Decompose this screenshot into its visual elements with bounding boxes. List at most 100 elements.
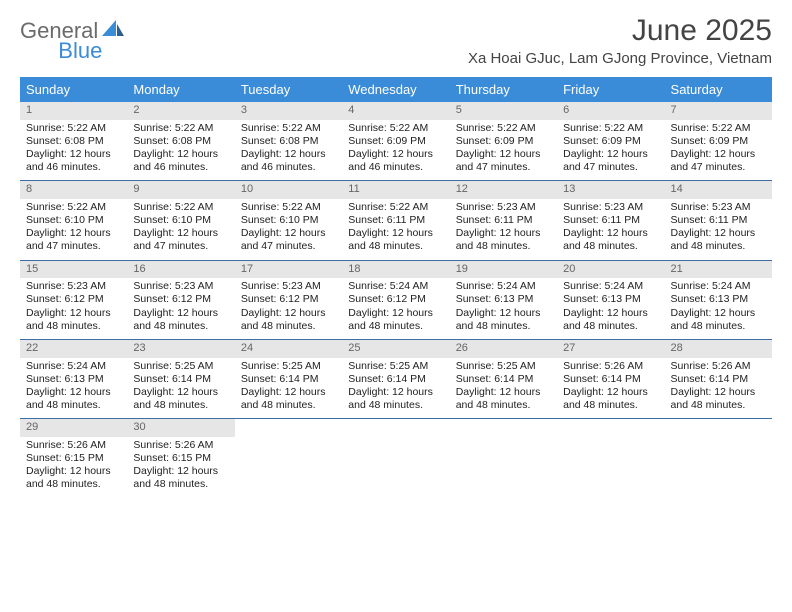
calendar-day: [450, 419, 557, 497]
calendar-day: 22Sunrise: 5:24 AMSunset: 6:13 PMDayligh…: [20, 340, 127, 418]
calendar-day: 6Sunrise: 5:22 AMSunset: 6:09 PMDaylight…: [557, 102, 664, 180]
sunrise-line: Sunrise: 5:22 AM: [348, 122, 443, 135]
day-number: 23: [127, 340, 234, 358]
weekday-header: SundayMondayTuesdayWednesdayThursdayFrid…: [20, 77, 772, 102]
calendar-day: 10Sunrise: 5:22 AMSunset: 6:10 PMDayligh…: [235, 181, 342, 259]
calendar-day: 13Sunrise: 5:23 AMSunset: 6:11 PMDayligh…: [557, 181, 664, 259]
logo: General Blue: [20, 18, 170, 44]
day-number: 7: [665, 102, 772, 120]
day-body: Sunrise: 5:24 AMSunset: 6:13 PMDaylight:…: [665, 278, 772, 339]
sunrise-line: Sunrise: 5:26 AM: [26, 439, 121, 452]
calendar-body: 1Sunrise: 5:22 AMSunset: 6:08 PMDaylight…: [20, 102, 772, 497]
day-number: 16: [127, 261, 234, 279]
daylight-line: Daylight: 12 hours and 48 minutes.: [26, 386, 121, 412]
daylight-line: Daylight: 12 hours and 48 minutes.: [241, 307, 336, 333]
day-number: 20: [557, 261, 664, 279]
daylight-line: Daylight: 12 hours and 48 minutes.: [456, 386, 551, 412]
header: General Blue June 2025 Xa Hoai GJuc, Lam…: [20, 14, 772, 67]
calendar-day: 1Sunrise: 5:22 AMSunset: 6:08 PMDaylight…: [20, 102, 127, 180]
day-body: Sunrise: 5:23 AMSunset: 6:12 PMDaylight:…: [235, 278, 342, 339]
day-number: 11: [342, 181, 449, 199]
day-body: Sunrise: 5:25 AMSunset: 6:14 PMDaylight:…: [235, 358, 342, 419]
day-number: 30: [127, 419, 234, 437]
calendar-week: 15Sunrise: 5:23 AMSunset: 6:12 PMDayligh…: [20, 260, 772, 339]
page-title: June 2025: [468, 14, 772, 48]
day-body: Sunrise: 5:24 AMSunset: 6:13 PMDaylight:…: [20, 358, 127, 419]
day-body: Sunrise: 5:25 AMSunset: 6:14 PMDaylight:…: [450, 358, 557, 419]
daylight-line: Daylight: 12 hours and 48 minutes.: [133, 465, 228, 491]
sunrise-line: Sunrise: 5:22 AM: [26, 201, 121, 214]
sunset-line: Sunset: 6:14 PM: [671, 373, 766, 386]
daylight-line: Daylight: 12 hours and 47 minutes.: [133, 227, 228, 253]
sunrise-line: Sunrise: 5:24 AM: [456, 280, 551, 293]
day-body: Sunrise: 5:22 AMSunset: 6:10 PMDaylight:…: [20, 199, 127, 260]
logo-text-blue: Blue: [58, 38, 102, 64]
daylight-line: Daylight: 12 hours and 46 minutes.: [241, 148, 336, 174]
daylight-line: Daylight: 12 hours and 48 minutes.: [456, 227, 551, 253]
sunrise-line: Sunrise: 5:23 AM: [456, 201, 551, 214]
sunset-line: Sunset: 6:10 PM: [241, 214, 336, 227]
day-body: Sunrise: 5:22 AMSunset: 6:09 PMDaylight:…: [342, 120, 449, 181]
sunrise-line: Sunrise: 5:24 AM: [26, 360, 121, 373]
title-block: June 2025 Xa Hoai GJuc, Lam GJong Provin…: [468, 14, 772, 67]
sunrise-line: Sunrise: 5:22 AM: [671, 122, 766, 135]
logo-sail-icon: [102, 20, 124, 43]
sunset-line: Sunset: 6:15 PM: [133, 452, 228, 465]
calendar-week: 8Sunrise: 5:22 AMSunset: 6:10 PMDaylight…: [20, 180, 772, 259]
day-body: Sunrise: 5:23 AMSunset: 6:11 PMDaylight:…: [450, 199, 557, 260]
calendar-week: 1Sunrise: 5:22 AMSunset: 6:08 PMDaylight…: [20, 102, 772, 180]
day-number: 19: [450, 261, 557, 279]
daylight-line: Daylight: 12 hours and 48 minutes.: [671, 307, 766, 333]
day-body: Sunrise: 5:23 AMSunset: 6:12 PMDaylight:…: [127, 278, 234, 339]
sunrise-line: Sunrise: 5:22 AM: [348, 201, 443, 214]
weekday-label: Tuesday: [235, 77, 342, 102]
sunrise-line: Sunrise: 5:25 AM: [133, 360, 228, 373]
calendar-day: 25Sunrise: 5:25 AMSunset: 6:14 PMDayligh…: [342, 340, 449, 418]
weekday-label: Saturday: [665, 77, 772, 102]
day-number: 6: [557, 102, 664, 120]
sunrise-line: Sunrise: 5:24 AM: [563, 280, 658, 293]
day-body: Sunrise: 5:22 AMSunset: 6:11 PMDaylight:…: [342, 199, 449, 260]
day-number: 13: [557, 181, 664, 199]
sunset-line: Sunset: 6:10 PM: [26, 214, 121, 227]
calendar-day: 16Sunrise: 5:23 AMSunset: 6:12 PMDayligh…: [127, 261, 234, 339]
calendar-day: 12Sunrise: 5:23 AMSunset: 6:11 PMDayligh…: [450, 181, 557, 259]
day-body: Sunrise: 5:26 AMSunset: 6:14 PMDaylight:…: [557, 358, 664, 419]
day-body: Sunrise: 5:22 AMSunset: 6:08 PMDaylight:…: [20, 120, 127, 181]
calendar: SundayMondayTuesdayWednesdayThursdayFrid…: [20, 77, 772, 497]
calendar-day: 19Sunrise: 5:24 AMSunset: 6:13 PMDayligh…: [450, 261, 557, 339]
daylight-line: Daylight: 12 hours and 48 minutes.: [26, 307, 121, 333]
day-number: 5: [450, 102, 557, 120]
daylight-line: Daylight: 12 hours and 47 minutes.: [671, 148, 766, 174]
calendar-day: 11Sunrise: 5:22 AMSunset: 6:11 PMDayligh…: [342, 181, 449, 259]
daylight-line: Daylight: 12 hours and 48 minutes.: [563, 386, 658, 412]
day-number: 12: [450, 181, 557, 199]
day-body: Sunrise: 5:23 AMSunset: 6:11 PMDaylight:…: [557, 199, 664, 260]
calendar-day: 9Sunrise: 5:22 AMSunset: 6:10 PMDaylight…: [127, 181, 234, 259]
day-body: Sunrise: 5:26 AMSunset: 6:14 PMDaylight:…: [665, 358, 772, 419]
daylight-line: Daylight: 12 hours and 48 minutes.: [348, 307, 443, 333]
day-number: 25: [342, 340, 449, 358]
day-number: 29: [20, 419, 127, 437]
day-number: 24: [235, 340, 342, 358]
sunrise-line: Sunrise: 5:23 AM: [26, 280, 121, 293]
day-number: 21: [665, 261, 772, 279]
sunrise-line: Sunrise: 5:25 AM: [241, 360, 336, 373]
sunset-line: Sunset: 6:11 PM: [671, 214, 766, 227]
calendar-day: [235, 419, 342, 497]
calendar-day: 23Sunrise: 5:25 AMSunset: 6:14 PMDayligh…: [127, 340, 234, 418]
sunset-line: Sunset: 6:10 PM: [133, 214, 228, 227]
sunrise-line: Sunrise: 5:22 AM: [26, 122, 121, 135]
day-body: Sunrise: 5:25 AMSunset: 6:14 PMDaylight:…: [342, 358, 449, 419]
day-body: Sunrise: 5:22 AMSunset: 6:09 PMDaylight:…: [665, 120, 772, 181]
sunrise-line: Sunrise: 5:24 AM: [348, 280, 443, 293]
calendar-day: 17Sunrise: 5:23 AMSunset: 6:12 PMDayligh…: [235, 261, 342, 339]
daylight-line: Daylight: 12 hours and 48 minutes.: [241, 386, 336, 412]
sunset-line: Sunset: 6:14 PM: [348, 373, 443, 386]
calendar-day: 14Sunrise: 5:23 AMSunset: 6:11 PMDayligh…: [665, 181, 772, 259]
sunrise-line: Sunrise: 5:22 AM: [241, 122, 336, 135]
day-body: Sunrise: 5:22 AMSunset: 6:09 PMDaylight:…: [557, 120, 664, 181]
day-body: Sunrise: 5:22 AMSunset: 6:08 PMDaylight:…: [235, 120, 342, 181]
calendar-day: [665, 419, 772, 497]
calendar-day: 7Sunrise: 5:22 AMSunset: 6:09 PMDaylight…: [665, 102, 772, 180]
